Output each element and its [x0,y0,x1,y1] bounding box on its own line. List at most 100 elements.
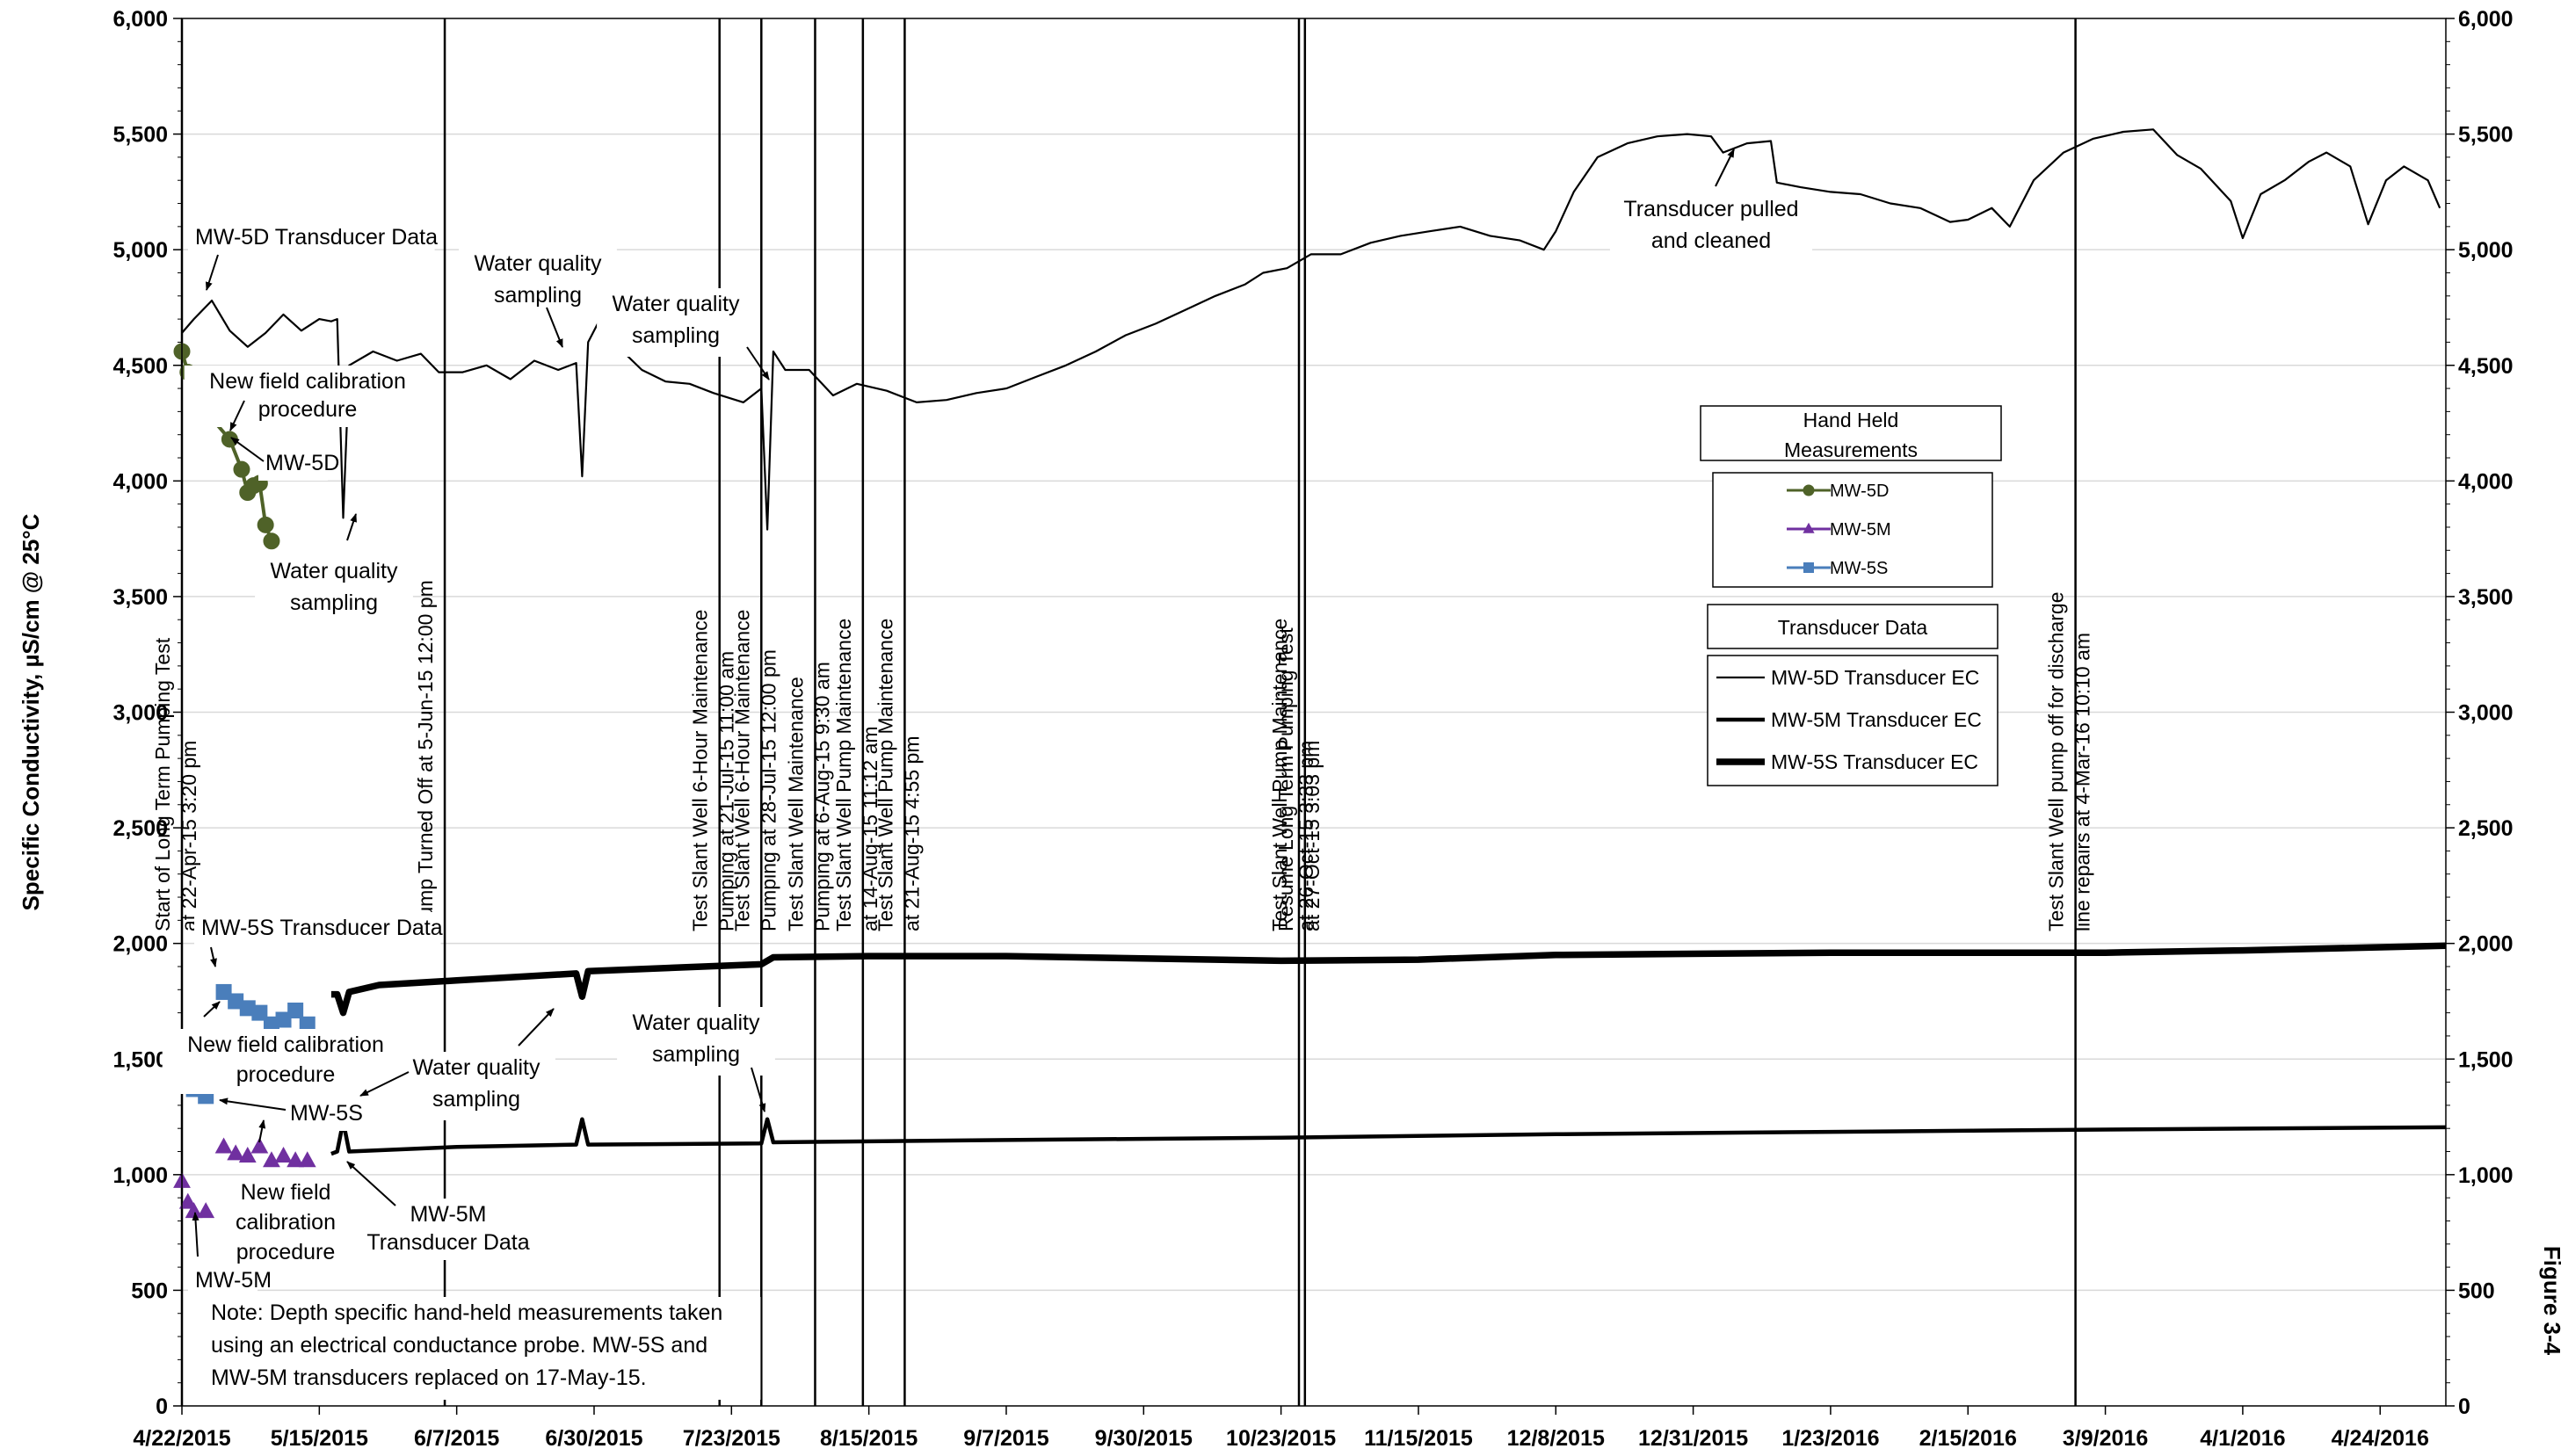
handheld-point-mw-5m [214,1137,233,1154]
annotation-text: Water quality [613,292,740,316]
event-label: Test Slant Well 6-Hour Maintenance [730,610,753,931]
legend-handheld-title: Hand Held [1803,409,1899,431]
event-label: Pumping at 21-Jul-15 11:00 am [715,651,738,931]
annotation-arrow [346,1161,396,1206]
event-label: Resume Long Term Pumping Test [1274,627,1297,931]
event-label: at 22-Apr-15 3:20 pm [178,741,200,931]
event-label: Start of Long Term Pumping Test [151,637,174,931]
event-label: Pumping at 28-Jul-15 12:00 pm [757,649,780,931]
y-tick-label-right: 3,500 [2458,585,2514,610]
legend-swatch-marker [1803,484,1815,496]
handheld-point-mw-5m [197,1202,215,1219]
annotation-text: MW-5D Transducer Data [195,225,438,250]
y-tick-label-left: 3,000 [112,701,168,726]
annotation-text: sampling [632,323,720,348]
event-label: Pumping at 6-Aug-15 9:30 am [810,662,833,931]
annotation-arrow [192,1212,199,1257]
annotation: MW-5S Transducer Data [194,912,443,967]
y-tick-label-right: 6,000 [2458,7,2514,32]
y-tick-label-left: 2,500 [112,816,168,841]
legend-transducer-title-box [1707,604,1999,649]
x-tick-label: 12/8/2015 [1507,1426,1605,1451]
annotation-text: Water quality [633,1011,760,1035]
y-tick-label-left: 3,500 [112,585,168,610]
y-tick-label-left: 6,000 [112,7,168,32]
annotation-arrow [203,1001,221,1018]
x-tick-label: 12/31/2015 [1638,1426,1748,1451]
y-tick-label-left: 4,500 [112,354,168,379]
annotation-background [283,1097,352,1131]
annotation-text: MW-5D [265,451,339,475]
annotation-background [194,912,441,945]
annotation-text: calibration [236,1210,336,1235]
annotation-text: procedure [258,397,358,422]
handheld-point-mw-5d [257,516,274,533]
event-label: Test Slant Well Pump Maintenance [874,619,896,931]
annotation-text: Water quality [271,559,398,583]
annotation-arrow [258,1119,266,1143]
annotation-text: Transducer Data [366,1230,529,1255]
annotation-text: procedure [236,1062,336,1087]
annotation-text: Water quality [413,1055,540,1080]
legend-entry-label: MW-5M [1830,520,1891,540]
handheld-point-mw-5s [287,1002,304,1018]
annotation-arrow [346,513,357,541]
x-tick-label: 8/15/2015 [820,1426,918,1451]
handheld-point-mw-5s [239,1000,256,1017]
annotation-background [397,1052,555,1120]
annotation-text: MW-5S Transducer Data [201,916,443,940]
handheld-point-mw-5m [263,1151,280,1168]
y-tick-label-left: 5,000 [112,238,168,263]
annotation-text: procedure [236,1240,336,1264]
x-tick-label: 4/1/2016 [2200,1426,2285,1451]
x-tick-label: 10/23/2015 [1226,1426,1336,1451]
y-tick-label-left: 1,500 [112,1047,168,1072]
annotation-arrow [229,400,245,431]
annotation-background [617,1007,775,1076]
legend-handheld-title-box [1700,405,2002,461]
y-axis-title: Specific Conductivity, µS/cm @ 25°C [18,513,44,910]
x-tick-label: 2/15/2016 [1919,1426,2017,1451]
annotation-background [204,1297,761,1400]
legend-swatch-marker [1803,522,1815,533]
annotation-arrow [230,437,265,462]
annotation-arrow [219,1097,287,1111]
annotation-text: sampling [432,1087,520,1112]
annotation-background [258,447,328,481]
series-line-mw-5d-transducer-ec [181,128,2441,531]
figure-label: Figure 3-4 [2539,1246,2565,1356]
annotation-text: New field calibration [187,1032,384,1057]
handheld-point-mw-5d [221,431,238,448]
x-tick-label: 7/23/2015 [683,1426,780,1451]
x-tick-label: 6/7/2015 [414,1426,499,1451]
event-label: at 27-Oct-15 3:03 pm [1301,741,1324,931]
annotation-background [184,366,432,427]
annotation: Water quality sampling [617,1007,775,1112]
annotation: New field calibration procedure [162,1001,410,1094]
annotation: Water quality sampling [459,248,617,348]
x-tick-label: 4/24/2016 [2332,1426,2429,1451]
annotation: New field calibration procedure [217,1119,354,1271]
event-label: at 14-Aug-15 11:12 am [859,726,881,931]
annotation-arrow [1715,148,1735,187]
event-label: Test Slant Well Pump Maintenance [1268,619,1291,931]
x-tick-label: 9/30/2015 [1095,1426,1193,1451]
annotation-background [1609,193,1813,262]
x-tick-label: 9/7/2015 [963,1426,1048,1451]
annotation: Transducer pulled and cleaned [1609,148,1813,262]
annotation-background [459,248,617,316]
handheld-point-mw-5d [233,460,250,478]
legend-transducer-title: Transducer Data [1778,616,1928,639]
series-line-mw-5s-transducer-ec [330,942,2447,1017]
event-label: line repairs at 4-Mar-16 10:10 am [2071,633,2094,931]
annotation-text: New field calibration [209,369,406,394]
annotation-background [217,1177,354,1271]
handheld-point-mw-5m [227,1144,245,1161]
annotation-text: New field [241,1180,331,1205]
legend-entry-label: MW-5D Transducer EC [1771,666,1979,689]
legend-entry-label: MW-5D [1830,482,1889,501]
annotation-text: and cleaned [1651,228,1771,253]
annotation-arrow [518,1008,555,1047]
handheld-point-mw-5s [251,1004,268,1021]
